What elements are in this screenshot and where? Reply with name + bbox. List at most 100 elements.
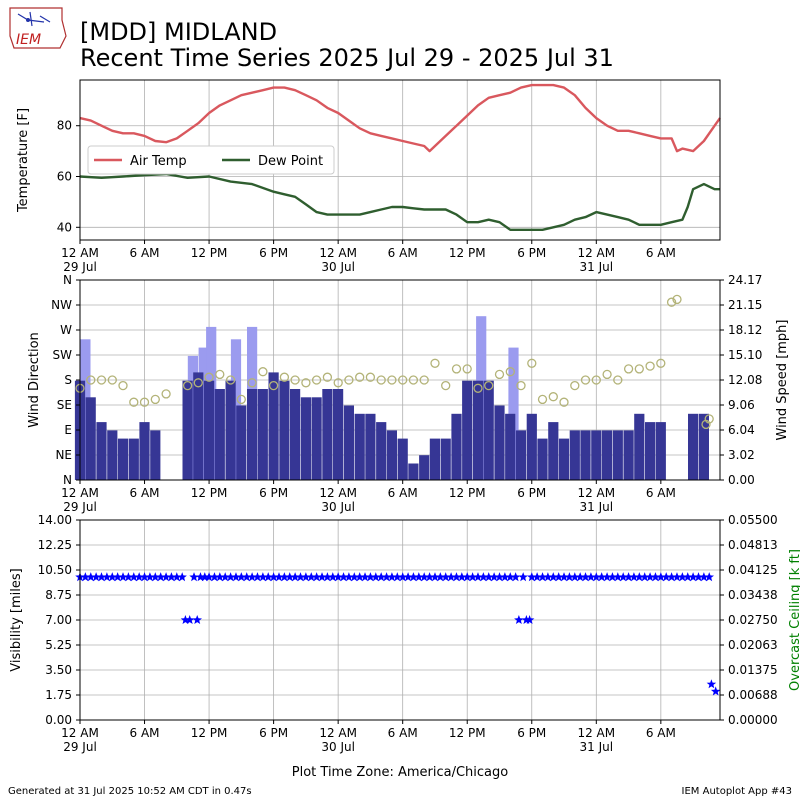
visibility-point [553,572,564,582]
visibility-point [467,572,478,582]
visibility-xtick-label: 6 AM [130,726,160,740]
wind-speed-bar [462,380,473,480]
visibility-point [704,572,714,582]
visibility-xtick-label: 6 AM [646,726,676,740]
visibility-point [317,572,327,582]
wind-direction-tick-label: S [64,373,72,387]
temperature-legend: Air Temp Dew Point [87,145,335,175]
wind-speed-bar [150,430,161,480]
wind-direction-point [505,367,515,377]
wind-direction-point [279,372,290,382]
visibility-point [279,572,290,582]
wind-speed-bar [247,389,258,480]
visibility-point [656,572,666,582]
wind-xtick-label: 6 AM [388,486,418,500]
wind-direction-point [247,378,257,388]
wind-direction-point [86,375,96,385]
visibility-point [392,572,403,582]
visibility-point [295,572,306,582]
visibility-point [596,572,607,582]
wind-speed-bar [376,422,387,480]
wind-direction-point [559,397,569,407]
ceiling-tick-label: 0.02063 [728,638,778,652]
temperature-xtick-label: 12 AM [319,246,357,260]
wind-direction-point [118,380,128,391]
temperature-xtick-label: 6 PM [517,246,546,260]
visibility-point [290,572,300,582]
ceiling-tick-label: 0.01375 [728,663,778,677]
wind-direction-point [430,358,440,368]
visibility-point [306,572,316,582]
wind-direction-point [258,367,268,377]
wind-speed-bar [333,389,344,480]
temperature-xtick-label: 6 AM [646,246,676,260]
iem-logo: IEM [9,7,67,49]
visibility-point [645,572,655,582]
visibility-point [185,615,195,624]
wind-xtick-label: 6 PM [517,486,546,500]
visibility-point [446,572,456,582]
wind-xtick-label: 12 AM [319,486,357,500]
wind-speed-bar [365,413,376,480]
wind-speed-bar [580,430,591,480]
wind-direction-point [704,414,714,424]
legend-air-temp-label: Air Temp [130,154,187,169]
wind-direction-point [236,394,246,405]
visibility-point [575,572,585,582]
wind-direction-point [516,380,526,391]
visibility-point [710,686,721,696]
wind-direction-point [333,378,343,388]
visibility-point [118,572,128,582]
wind-direction-point [193,378,203,388]
visibility-point [607,572,618,582]
visibility-point [634,572,645,582]
wind-xtick-label: 12 AM [577,486,615,500]
wind-speed-bar [494,405,505,480]
wind-speed-bar [634,413,645,480]
wind-direction-point [376,375,386,385]
visibility-point [706,679,717,689]
wind-direction-point [129,397,139,407]
visibility-point [328,572,338,582]
wind-direction-point [548,392,558,402]
visibility-point [591,572,602,582]
wind-direction-point [656,358,666,368]
wind-panel: N NE E SE S SW W NW N 0.00 3.02 6.04 9.06 12.08 15.10… [27,273,790,514]
visibility-point [478,572,489,582]
visibility-point [200,572,210,582]
ceiling-tick-label: 0.02750 [728,613,778,627]
wind-direction-point [484,380,494,391]
visibility-point [344,572,354,582]
visibility-point [376,572,386,582]
visibility-point [322,572,333,582]
visibility-point [580,572,591,582]
wind-speed-bar [569,430,580,480]
wind-speed-bar [117,438,129,480]
visibility-point [414,572,424,582]
visibility-point [524,615,535,624]
visibility-point [618,572,628,582]
wind-speed-tick-label: 12.08 [728,373,762,387]
wind-direction-point [591,375,601,385]
visibility-point [494,572,505,582]
visibility-point [677,572,688,582]
visibility-tick-label: 5.25 [45,638,72,652]
temperature-xtick-label: 12 AM [577,246,615,260]
wind-direction-point [672,294,682,305]
wind-xtick-label: 12 PM [449,486,486,500]
temperature-xtick-label: 12 PM [191,246,228,260]
wind-speed-bar [107,430,118,480]
wind-speed-tick-label: 3.02 [728,448,755,462]
visibility-point [462,572,472,582]
visibility-point [548,572,558,582]
wind-xtick-label: 6 AM [130,486,160,500]
wind-direction-point [613,375,623,385]
wind-direction-point [215,369,225,380]
visibility-point [564,572,575,582]
wind-xtick-label: 6 AM [646,486,676,500]
wind-direction-point [161,389,171,399]
wind-speed-bar [279,380,290,480]
wind-speed-bar [558,438,570,480]
wind-direction-point [139,397,150,407]
